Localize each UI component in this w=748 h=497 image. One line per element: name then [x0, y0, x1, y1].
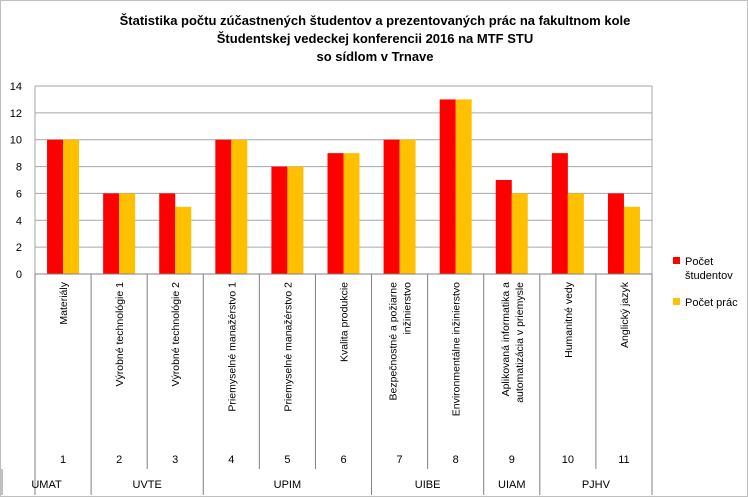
category-number: 3 — [172, 454, 178, 466]
bar — [495, 180, 512, 274]
bar — [119, 193, 136, 274]
legend-label: Počet — [685, 256, 713, 268]
group-label: UIBE — [415, 479, 441, 491]
category-label: automatizácia v priemysle — [514, 282, 526, 403]
category-number: 2 — [116, 454, 122, 466]
category-label: Kvalita produkcie — [339, 282, 351, 362]
y-tick-label: 14 — [10, 81, 22, 93]
y-tick-label: 0 — [16, 269, 22, 281]
category-number: 4 — [228, 454, 234, 466]
bar — [439, 99, 456, 274]
category-number: 11 — [618, 454, 629, 466]
y-tick-label: 6 — [16, 188, 22, 200]
chart-title-line: Štatistika počtu zúčastnených študentov … — [120, 13, 631, 28]
category-number: 5 — [284, 454, 290, 466]
bar — [231, 139, 248, 274]
bar — [271, 166, 288, 274]
bar — [607, 193, 624, 274]
group-label: UMAT — [31, 479, 62, 491]
category-number: 8 — [453, 454, 459, 466]
category-number: 9 — [509, 454, 515, 466]
category-label: Výrobné technológie 1 — [114, 282, 126, 387]
bar — [567, 193, 584, 274]
bar — [103, 193, 120, 274]
bar — [47, 139, 64, 274]
group-label: UPIM — [274, 479, 302, 491]
legend-label: Počet prác — [685, 297, 738, 309]
category-number: 10 — [562, 454, 574, 466]
category-label: Výrobné technológie 2 — [170, 282, 182, 387]
category-number: 6 — [340, 454, 346, 466]
category-label: Materiály — [58, 281, 70, 324]
bar — [511, 193, 528, 274]
group-label: UVTE — [133, 479, 162, 491]
chart-title-line: Študentskej vedeckej konferencii 2016 na… — [217, 31, 533, 46]
category-label: Priemyselné manažérstvo 2 — [282, 282, 294, 412]
legend-label: študentov — [685, 270, 733, 282]
bar — [623, 206, 640, 274]
legend-swatch — [673, 257, 680, 264]
bar — [287, 166, 304, 274]
bar — [327, 153, 344, 274]
category-label: inžinierstvo — [402, 282, 414, 335]
category-label: Bezpečnostné a požiarne — [388, 282, 400, 401]
y-tick-label: 10 — [10, 135, 22, 147]
category-label: Aplikovaná informatika a — [500, 282, 512, 397]
chart-title-line: so sídlom v Trnave — [316, 49, 433, 64]
legend-swatch — [673, 298, 680, 305]
category-label: Anglický jazyk — [619, 281, 631, 348]
bar — [399, 139, 416, 274]
bar — [383, 139, 400, 274]
y-tick-label: 12 — [10, 108, 22, 120]
bar — [159, 193, 176, 274]
category-label: Humanitné vedy — [563, 281, 575, 358]
category-label: Environmentálne inžinierstvo — [451, 282, 463, 416]
category-label: Priemyselné manažérstvo 1 — [226, 282, 238, 412]
bar — [215, 139, 232, 274]
group-label: UIAM — [498, 479, 526, 491]
y-tick-label: 4 — [16, 215, 22, 227]
bar — [343, 153, 360, 274]
bar — [63, 139, 80, 274]
bar — [455, 99, 472, 274]
category-number: 1 — [60, 454, 66, 466]
y-tick-label: 8 — [16, 162, 22, 174]
category-number: 7 — [397, 454, 403, 466]
y-tick-label: 2 — [16, 242, 22, 254]
bar — [551, 153, 568, 274]
group-label: PJHV — [582, 479, 611, 491]
bar — [175, 206, 192, 274]
